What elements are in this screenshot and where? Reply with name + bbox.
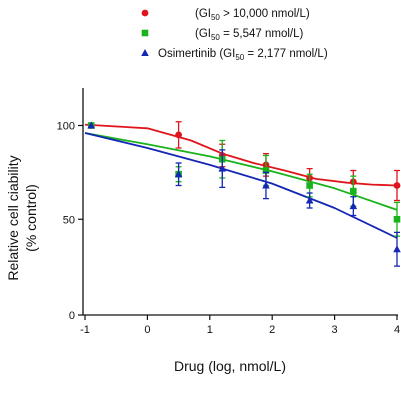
series-2-point (393, 215, 401, 223)
y-axis-title: Relative cell ciability (% control) (5, 155, 39, 280)
legend-entry-2: (GI50 = 5,547 nmol/L) (141, 28, 303, 42)
x-tick-label: 4 (394, 324, 400, 336)
series-1-point (393, 182, 401, 189)
legend-marker-3 (141, 49, 149, 56)
x-tick-label: -1 (80, 324, 90, 336)
y-tick-label: 50 (63, 214, 75, 226)
series-3-point (305, 196, 314, 204)
legend-entry-1: (GI50 > 10,000 nmol/L) (141, 8, 310, 22)
series-3-point (393, 245, 401, 253)
legend-label-3: Osimertinib (GI50 = 2,177 nmol/L) (158, 48, 328, 62)
legend-entry-3: Osimertinib (GI50 = 2,177 nmol/L) (141, 48, 328, 62)
series-3-point (218, 164, 227, 172)
series-2-point (306, 182, 313, 189)
y-axis-title-line1: Relative cell ciability (5, 155, 21, 280)
fit-curve-2 (84, 132, 398, 211)
series-3-point (174, 170, 183, 178)
y-tick-label: 0 (69, 310, 75, 322)
x-tick-label: 1 (207, 324, 213, 336)
x-axis-title: Drug (log, nmol/L) (174, 358, 286, 374)
series-3-point (349, 202, 358, 210)
legend: (GI50 > 10,000 nmol/L) (GI50 = 5,547 nmol… (141, 8, 328, 62)
ticks: -1 0 1 2 3 4 0 50 100 (57, 121, 400, 337)
series-2-point (350, 187, 357, 195)
y-tick-label: 100 (57, 121, 75, 133)
legend-marker-1 (141, 9, 149, 17)
series-3-point (262, 181, 270, 189)
series-3-point (87, 121, 96, 129)
legend-label-2: (GI50 = 5,547 nmol/L) (195, 28, 303, 42)
legend-marker-2 (141, 29, 149, 37)
fit-curve-1 (84, 123, 398, 187)
x-tick-label: 3 (332, 324, 338, 336)
fit-curve-3 (84, 132, 398, 239)
fit-curves (84, 123, 398, 239)
series-2-point (262, 167, 270, 174)
data-points (87, 121, 401, 267)
y-axis-title-line2: (% control) (23, 184, 39, 252)
series-1-point (175, 131, 183, 139)
legend-label-1: (GI50 > 10,000 nmol/L) (195, 8, 310, 22)
axes (82, 88, 398, 316)
x-tick-label: 2 (269, 324, 275, 336)
x-tick-label: 0 (144, 324, 150, 336)
